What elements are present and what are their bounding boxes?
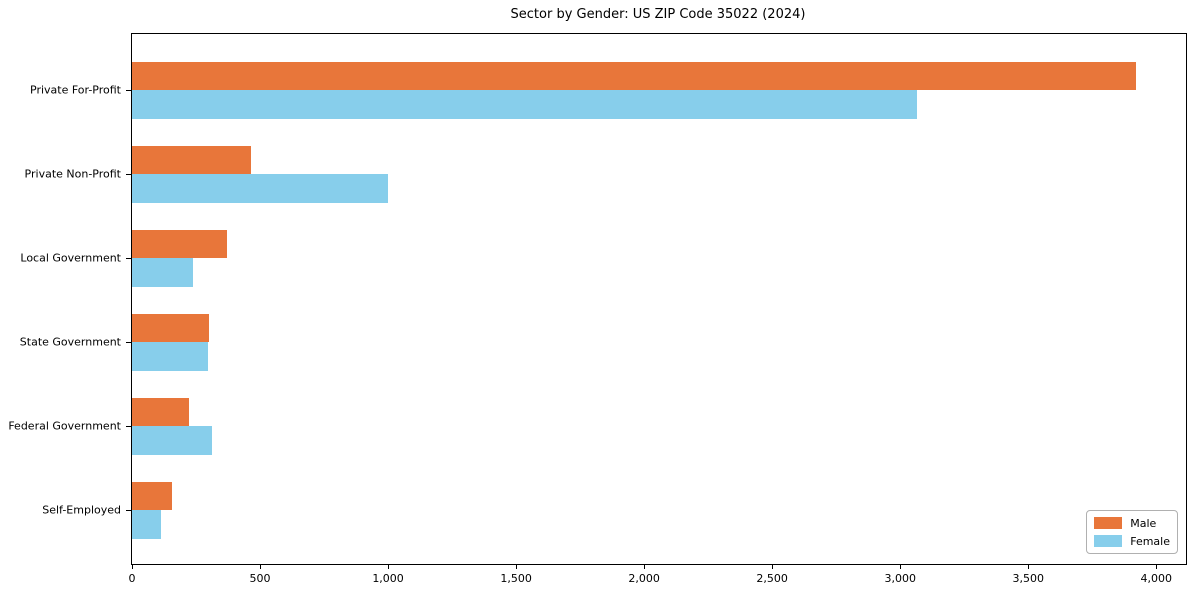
y-axis-label-federal-government: Federal Government	[8, 419, 121, 433]
legend-swatch-male	[1094, 517, 1123, 529]
bar-female-private-for-profit	[132, 90, 917, 119]
x-axis-tick-1-000	[387, 564, 389, 569]
legend-entry-male: Male	[1094, 517, 1170, 529]
y-axis-tick-private-non-profit	[126, 173, 131, 175]
chart-title: Sector by Gender: US ZIP Code 35022 (202…	[510, 7, 806, 22]
y-axis-tick-local-government	[126, 257, 131, 259]
bar-male-private-for-profit	[132, 61, 1136, 90]
x-axis-label-3-500: 3,500	[1012, 572, 1045, 585]
x-axis-label-4-000: 4,000	[1140, 572, 1173, 585]
bar-male-state-government	[132, 313, 209, 342]
legend-label-male: Male	[1130, 516, 1157, 530]
y-axis-label-self-employed: Self-Employed	[42, 503, 121, 517]
bar-female-self-employed	[132, 510, 162, 539]
legend-label-female: Female	[1130, 534, 1170, 548]
y-axis-tick-self-employed	[126, 509, 131, 511]
plot-area: Private For-Profit Private Non-Profit Loca…	[8, 33, 1187, 585]
legend: Male Female	[1086, 510, 1178, 554]
x-axis-tick-2-000	[643, 564, 645, 569]
legend-entry-female: Female	[1094, 535, 1170, 547]
y-axis-tick-private-for-profit	[126, 89, 131, 91]
x-axis-tick-3-500	[1027, 564, 1029, 569]
x-axis-tick-3-000	[899, 564, 901, 569]
x-axis-label-1-000: 1,000	[372, 572, 404, 585]
x-axis-label-0: 0	[128, 572, 136, 585]
bar-male-local-government	[132, 229, 227, 258]
legend-swatch-female	[1094, 535, 1123, 547]
x-axis-tick-4-000	[1155, 564, 1157, 569]
y-axis-label-local-government: Local Government	[20, 251, 121, 265]
x-axis-tick-1-500	[515, 564, 517, 569]
x-axis-tick-500	[259, 564, 261, 569]
y-axis-label-private-for-profit: Private For-Profit	[30, 83, 121, 97]
y-axis-tick-federal-government	[126, 425, 131, 427]
y-axis-label-state-government: State Government	[19, 335, 121, 349]
x-axis-label-2-500: 2,500	[756, 572, 788, 585]
x-axis-label-500: 500	[249, 572, 271, 585]
bar-female-private-non-profit	[132, 174, 389, 203]
bar-male-private-non-profit	[132, 145, 252, 174]
bar-male-federal-government	[132, 397, 189, 426]
x-axis-label-1-500: 1,500	[500, 572, 532, 585]
y-axis-label-private-non-profit: Private Non-Profit	[24, 167, 121, 181]
y-axis-tick-state-government	[126, 341, 131, 343]
bar-female-state-government	[132, 342, 208, 371]
x-axis-tick-2-500	[771, 564, 773, 569]
x-axis-label-3-000: 3,000	[884, 572, 916, 585]
bar-male-self-employed	[132, 481, 172, 510]
bar-female-federal-government	[132, 426, 213, 455]
x-axis-label-2-000: 2,000	[628, 572, 660, 585]
x-axis-tick-0	[131, 564, 133, 569]
bar-female-local-government	[132, 258, 194, 287]
